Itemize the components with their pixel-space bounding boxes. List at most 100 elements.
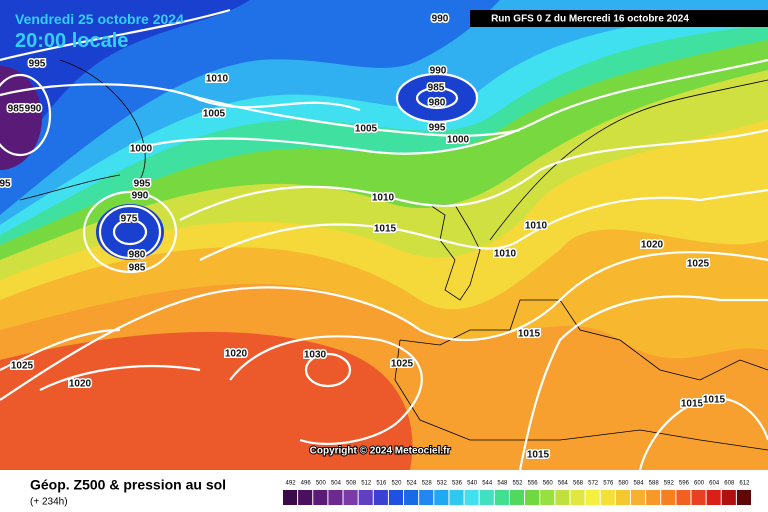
isobar-label: 1015 xyxy=(703,395,726,406)
isobar-line xyxy=(638,397,768,471)
isobar-line xyxy=(518,295,768,471)
isobar-label: 980 xyxy=(429,98,446,109)
legend-label: 564 xyxy=(558,481,569,487)
isobar-label: 1030 xyxy=(304,350,327,361)
isobar-line xyxy=(415,86,459,110)
legend-swatch xyxy=(434,490,449,505)
contours xyxy=(0,8,768,471)
isobar-label: 990 xyxy=(25,104,42,115)
coast xyxy=(428,204,481,301)
isobar-label: 1000 xyxy=(130,144,153,155)
isobar-line xyxy=(229,335,423,446)
band xyxy=(0,0,500,215)
legend-label: 524 xyxy=(407,481,418,487)
legend-swatch xyxy=(298,490,313,505)
legend-label: 532 xyxy=(437,481,448,487)
lead-time: (+ 234h) xyxy=(30,497,68,508)
isobar-line xyxy=(0,251,768,401)
legend-swatch xyxy=(343,490,358,505)
legend-label: 600 xyxy=(694,481,705,487)
legend-label: 504 xyxy=(331,481,342,487)
legend-label: 536 xyxy=(452,481,463,487)
legend-swatch xyxy=(525,490,540,505)
legend-swatch xyxy=(736,490,751,505)
legend-label: 552 xyxy=(512,481,523,487)
isobar-label: 1025 xyxy=(391,359,414,370)
legend-label: 512 xyxy=(361,481,372,487)
isobar-line xyxy=(0,73,52,157)
legend-swatch xyxy=(419,490,434,505)
legend-label: 560 xyxy=(543,481,554,487)
isobar-label: 1005 xyxy=(203,109,226,120)
legend-label: 520 xyxy=(391,481,402,487)
legend-label: 556 xyxy=(528,481,539,487)
legend-label: 544 xyxy=(482,481,493,487)
legend-swatch xyxy=(404,490,419,505)
legend-swatch xyxy=(328,490,343,505)
isobar-line xyxy=(395,72,479,124)
legend-swatch xyxy=(494,490,509,505)
legend-swatch xyxy=(585,490,600,505)
isobar-label: 1020 xyxy=(69,379,92,390)
isobar-line xyxy=(304,352,352,388)
isobar-label: 1015 xyxy=(518,329,541,340)
isobar-label: 1005 xyxy=(355,124,378,135)
coast xyxy=(394,339,768,451)
isobar-label: 1015 xyxy=(681,399,704,410)
isobar-label: 1020 xyxy=(641,240,664,251)
copyright: Copyright © 2024 Meteociel.fr xyxy=(310,446,451,457)
isobar-label: 1010 xyxy=(525,221,548,232)
legend-swatch xyxy=(449,490,464,505)
legend-label: 608 xyxy=(724,481,735,487)
legend-swatch xyxy=(313,490,328,505)
isobar-label: 1020 xyxy=(225,349,248,360)
legend-swatch xyxy=(615,490,630,505)
legend-label: 516 xyxy=(376,481,387,487)
isobar-label: 985 xyxy=(8,104,25,115)
legend-label: 500 xyxy=(316,481,327,487)
legend-label: 568 xyxy=(573,481,584,487)
coast xyxy=(399,299,768,381)
coastlines xyxy=(19,59,768,451)
legend-swatch xyxy=(555,490,570,505)
isobar-label: 1015 xyxy=(374,224,397,235)
isobar-label: 995 xyxy=(429,123,446,134)
legend-label: 592 xyxy=(664,481,675,487)
legend-label: 496 xyxy=(301,481,312,487)
isobar-line xyxy=(112,218,148,246)
time: 20:00 locale xyxy=(15,30,128,52)
isobar-line xyxy=(98,204,162,260)
legend-swatch xyxy=(479,490,494,505)
isobar-label: 95 xyxy=(0,179,11,190)
low xyxy=(96,204,164,260)
run: Run GFS 0 Z du Mercredi 16 octobre 2024 xyxy=(491,14,689,25)
isobar-line xyxy=(129,58,768,155)
isobar-line xyxy=(0,83,361,112)
legend-label: 548 xyxy=(497,481,508,487)
isobar-label: 980 xyxy=(129,250,146,261)
isobar-line xyxy=(0,8,231,62)
legend-label: 528 xyxy=(422,481,433,487)
legend-swatch xyxy=(373,490,388,505)
isobar-line xyxy=(179,128,768,221)
isobar-line xyxy=(0,328,201,391)
footer-title: Géop. Z500 & pression au sol xyxy=(30,477,226,493)
legend-swatch xyxy=(630,490,646,505)
legend-swatch xyxy=(358,490,373,505)
legend-label: 604 xyxy=(709,481,720,487)
band xyxy=(0,0,250,170)
legend-label: 572 xyxy=(588,481,599,487)
legend-swatch xyxy=(661,490,676,505)
legend-label: 508 xyxy=(346,481,357,487)
legend-swatch xyxy=(570,490,585,505)
legend-label: 612 xyxy=(739,481,750,487)
legend-label: 540 xyxy=(467,481,478,487)
legend-swatch xyxy=(283,490,298,505)
legend-swatch xyxy=(509,490,525,505)
isobar-label: 985 xyxy=(428,83,445,94)
field xyxy=(0,0,768,470)
isobar-label: 1010 xyxy=(372,193,395,204)
isobar-line xyxy=(169,88,521,137)
isobar-label: 1010 xyxy=(494,249,517,260)
